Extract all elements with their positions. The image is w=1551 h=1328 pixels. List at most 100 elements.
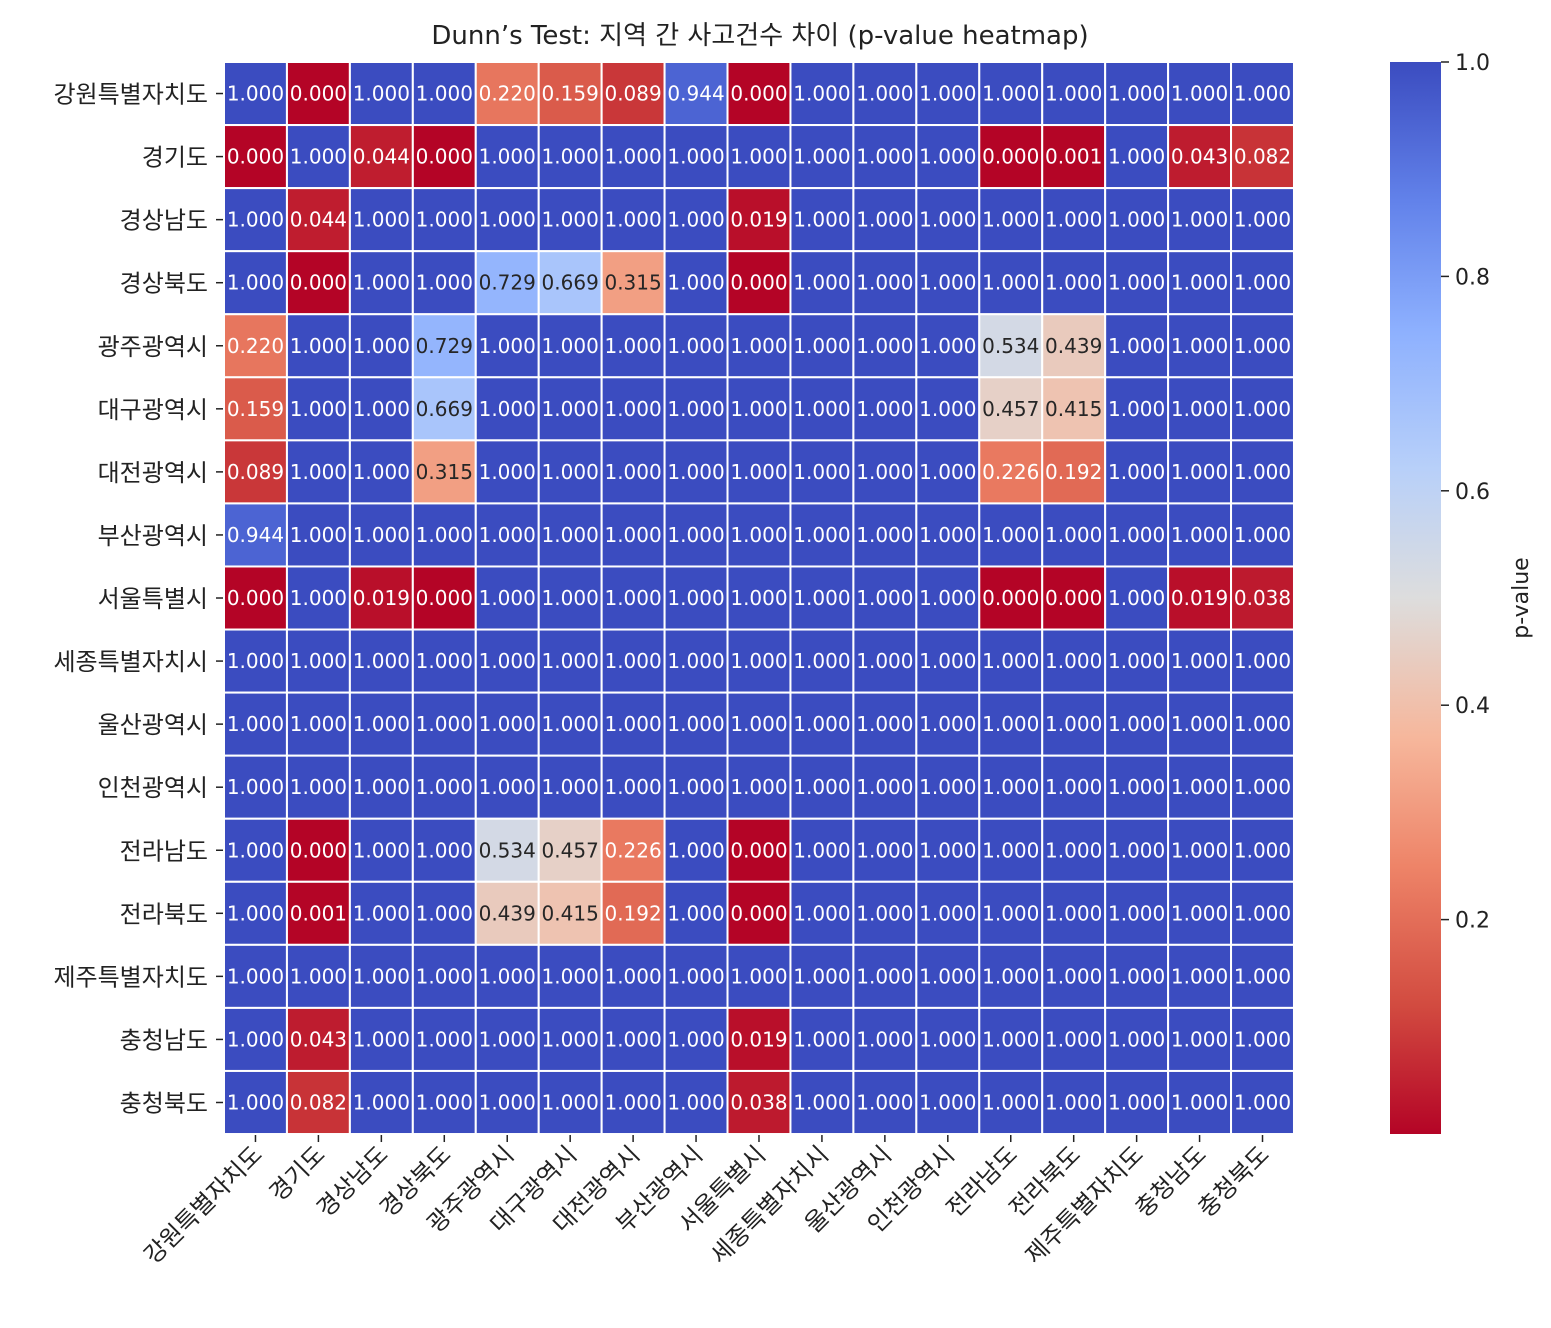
cell-value-label: 0.000	[730, 838, 787, 862]
heatmap-cell	[348, 565, 414, 631]
cell-value-label: 1.000	[667, 334, 724, 358]
cell-value-label: 0.000	[227, 586, 284, 610]
cell-value-label: 1.000	[1171, 964, 1228, 988]
cell-value-label: 1.000	[667, 1027, 724, 1051]
cell-value-label: 1.000	[793, 145, 850, 169]
cell-value-label: 1.000	[1045, 649, 1102, 673]
x-tick-label: 강원특별자치도	[139, 1140, 268, 1269]
heatmap-cell	[1230, 1006, 1295, 1072]
cell-value-label: 1.000	[1045, 523, 1102, 547]
cell-value-label: 1.000	[1171, 460, 1228, 484]
heatmap-cell	[411, 376, 477, 442]
heatmap-cell	[348, 124, 414, 190]
cell-value-label: 1.000	[1108, 1090, 1165, 1114]
cell-value-label: 1.000	[416, 1090, 473, 1114]
cell-value-label: 1.000	[290, 649, 347, 673]
cell-value-label: 1.000	[793, 838, 850, 862]
cell-value-label: 1.000	[542, 397, 599, 421]
heatmap-cell	[285, 439, 351, 505]
cell-value-label: 1.000	[982, 901, 1039, 925]
cell-value-label: 1.000	[353, 964, 410, 988]
cell-value-label: 1.000	[542, 586, 599, 610]
heatmap-cell	[1104, 1006, 1170, 1072]
cell-value-label: 1.000	[416, 271, 473, 295]
cell-value-label: 1.000	[1108, 460, 1165, 484]
cell-value-label: 1.000	[479, 712, 536, 736]
cell-value-label: 1.000	[793, 271, 850, 295]
cell-value-label: 1.000	[479, 397, 536, 421]
heatmap-cell	[789, 943, 855, 1009]
cell-value-label: 0.944	[667, 82, 724, 106]
heatmap-cell	[852, 250, 918, 316]
heatmap-cell	[726, 943, 792, 1009]
heatmap-cell	[1167, 754, 1233, 820]
heatmap-cell	[663, 502, 729, 568]
y-axis: 강원특별자치도경기도경상남도경상북도광주광역시대구광역시대전광역시부산광역시서울…	[53, 81, 224, 1117]
cell-value-label: 0.043	[1171, 145, 1228, 169]
y-tick-label: 충청남도	[120, 1026, 208, 1054]
cell-value-label: 1.000	[1108, 964, 1165, 988]
heatmap-cell	[348, 502, 414, 568]
cell-value-label: 1.000	[793, 649, 850, 673]
cell-value-label: 1.000	[1171, 208, 1228, 232]
cell-value-label: 1.000	[227, 1027, 284, 1051]
heatmap-cell	[915, 691, 981, 757]
cell-value-label: 1.000	[730, 775, 787, 799]
heatmap-cell	[726, 628, 792, 694]
cell-value-label: 1.000	[1108, 712, 1165, 736]
heatmap-cell	[1230, 565, 1295, 631]
colorbar: 0.2 0.4 0.6 0.8 1.0 p-value	[1390, 51, 1534, 1134]
heatmap-cell	[411, 880, 477, 946]
cell-value-label: 1.000	[730, 712, 787, 736]
heatmap-cell	[348, 187, 414, 253]
heatmap-cell	[789, 565, 855, 631]
cell-value-label: 1.000	[542, 964, 599, 988]
cell-value-label: 1.000	[730, 334, 787, 358]
cell-value-label: 1.000	[730, 145, 787, 169]
heatmap-cell	[223, 628, 288, 694]
cell-value-label: 1.000	[1108, 901, 1165, 925]
heatmap-cell	[1230, 313, 1295, 379]
cell-value-label: 1.000	[604, 1090, 661, 1114]
cell-value-label: 1.000	[793, 208, 850, 232]
cell-value-label: 0.000	[982, 586, 1039, 610]
cell-value-label: 1.000	[1234, 1027, 1291, 1051]
cell-value-label: 1.000	[227, 82, 284, 106]
heatmap-cell	[1041, 313, 1107, 379]
cell-value-label: 1.000	[416, 649, 473, 673]
heatmap-cell	[223, 124, 288, 190]
cell-value-label: 1.000	[667, 586, 724, 610]
heatmap-cell	[978, 628, 1044, 694]
colorbar-ticks: 0.2 0.4 0.6 0.8 1.0	[1441, 51, 1490, 934]
cell-value-label: 0.415	[542, 901, 599, 925]
heatmap-cell	[1167, 817, 1233, 883]
cell-value-label: 1.000	[353, 838, 410, 862]
cell-value-label: 1.000	[982, 1090, 1039, 1114]
cell-value-label: 1.000	[919, 1027, 976, 1051]
cell-value-label: 1.000	[1234, 208, 1291, 232]
cell-value-label: 1.000	[919, 208, 976, 232]
cell-value-label: 1.000	[856, 208, 913, 232]
heatmap-cell	[1230, 880, 1295, 946]
heatmap-cell	[411, 439, 477, 505]
cell-value-label: 1.000	[667, 523, 724, 547]
cell-value-label: 0.082	[1234, 145, 1291, 169]
heatmap-cell	[663, 565, 729, 631]
cell-value-label: 1.000	[667, 397, 724, 421]
cell-value-label: 1.000	[1234, 712, 1291, 736]
cell-value-label: 1.000	[479, 586, 536, 610]
cell-value-label: 1.000	[479, 649, 536, 673]
cell-value-label: 1.000	[353, 397, 410, 421]
heatmap-cell	[285, 691, 351, 757]
cell-value-label: 1.000	[604, 208, 661, 232]
cell-value-label: 1.000	[730, 397, 787, 421]
heatmap-cell	[474, 250, 540, 316]
cell-value-label: 1.000	[1234, 523, 1291, 547]
heatmap-cell	[663, 313, 729, 379]
heatmap-cell	[789, 187, 855, 253]
heatmap-cell	[474, 754, 540, 820]
cell-value-label: 1.000	[1171, 775, 1228, 799]
cell-value-label: 1.000	[1171, 334, 1228, 358]
cell-value-label: 1.000	[604, 712, 661, 736]
heatmap-cell	[600, 439, 666, 505]
